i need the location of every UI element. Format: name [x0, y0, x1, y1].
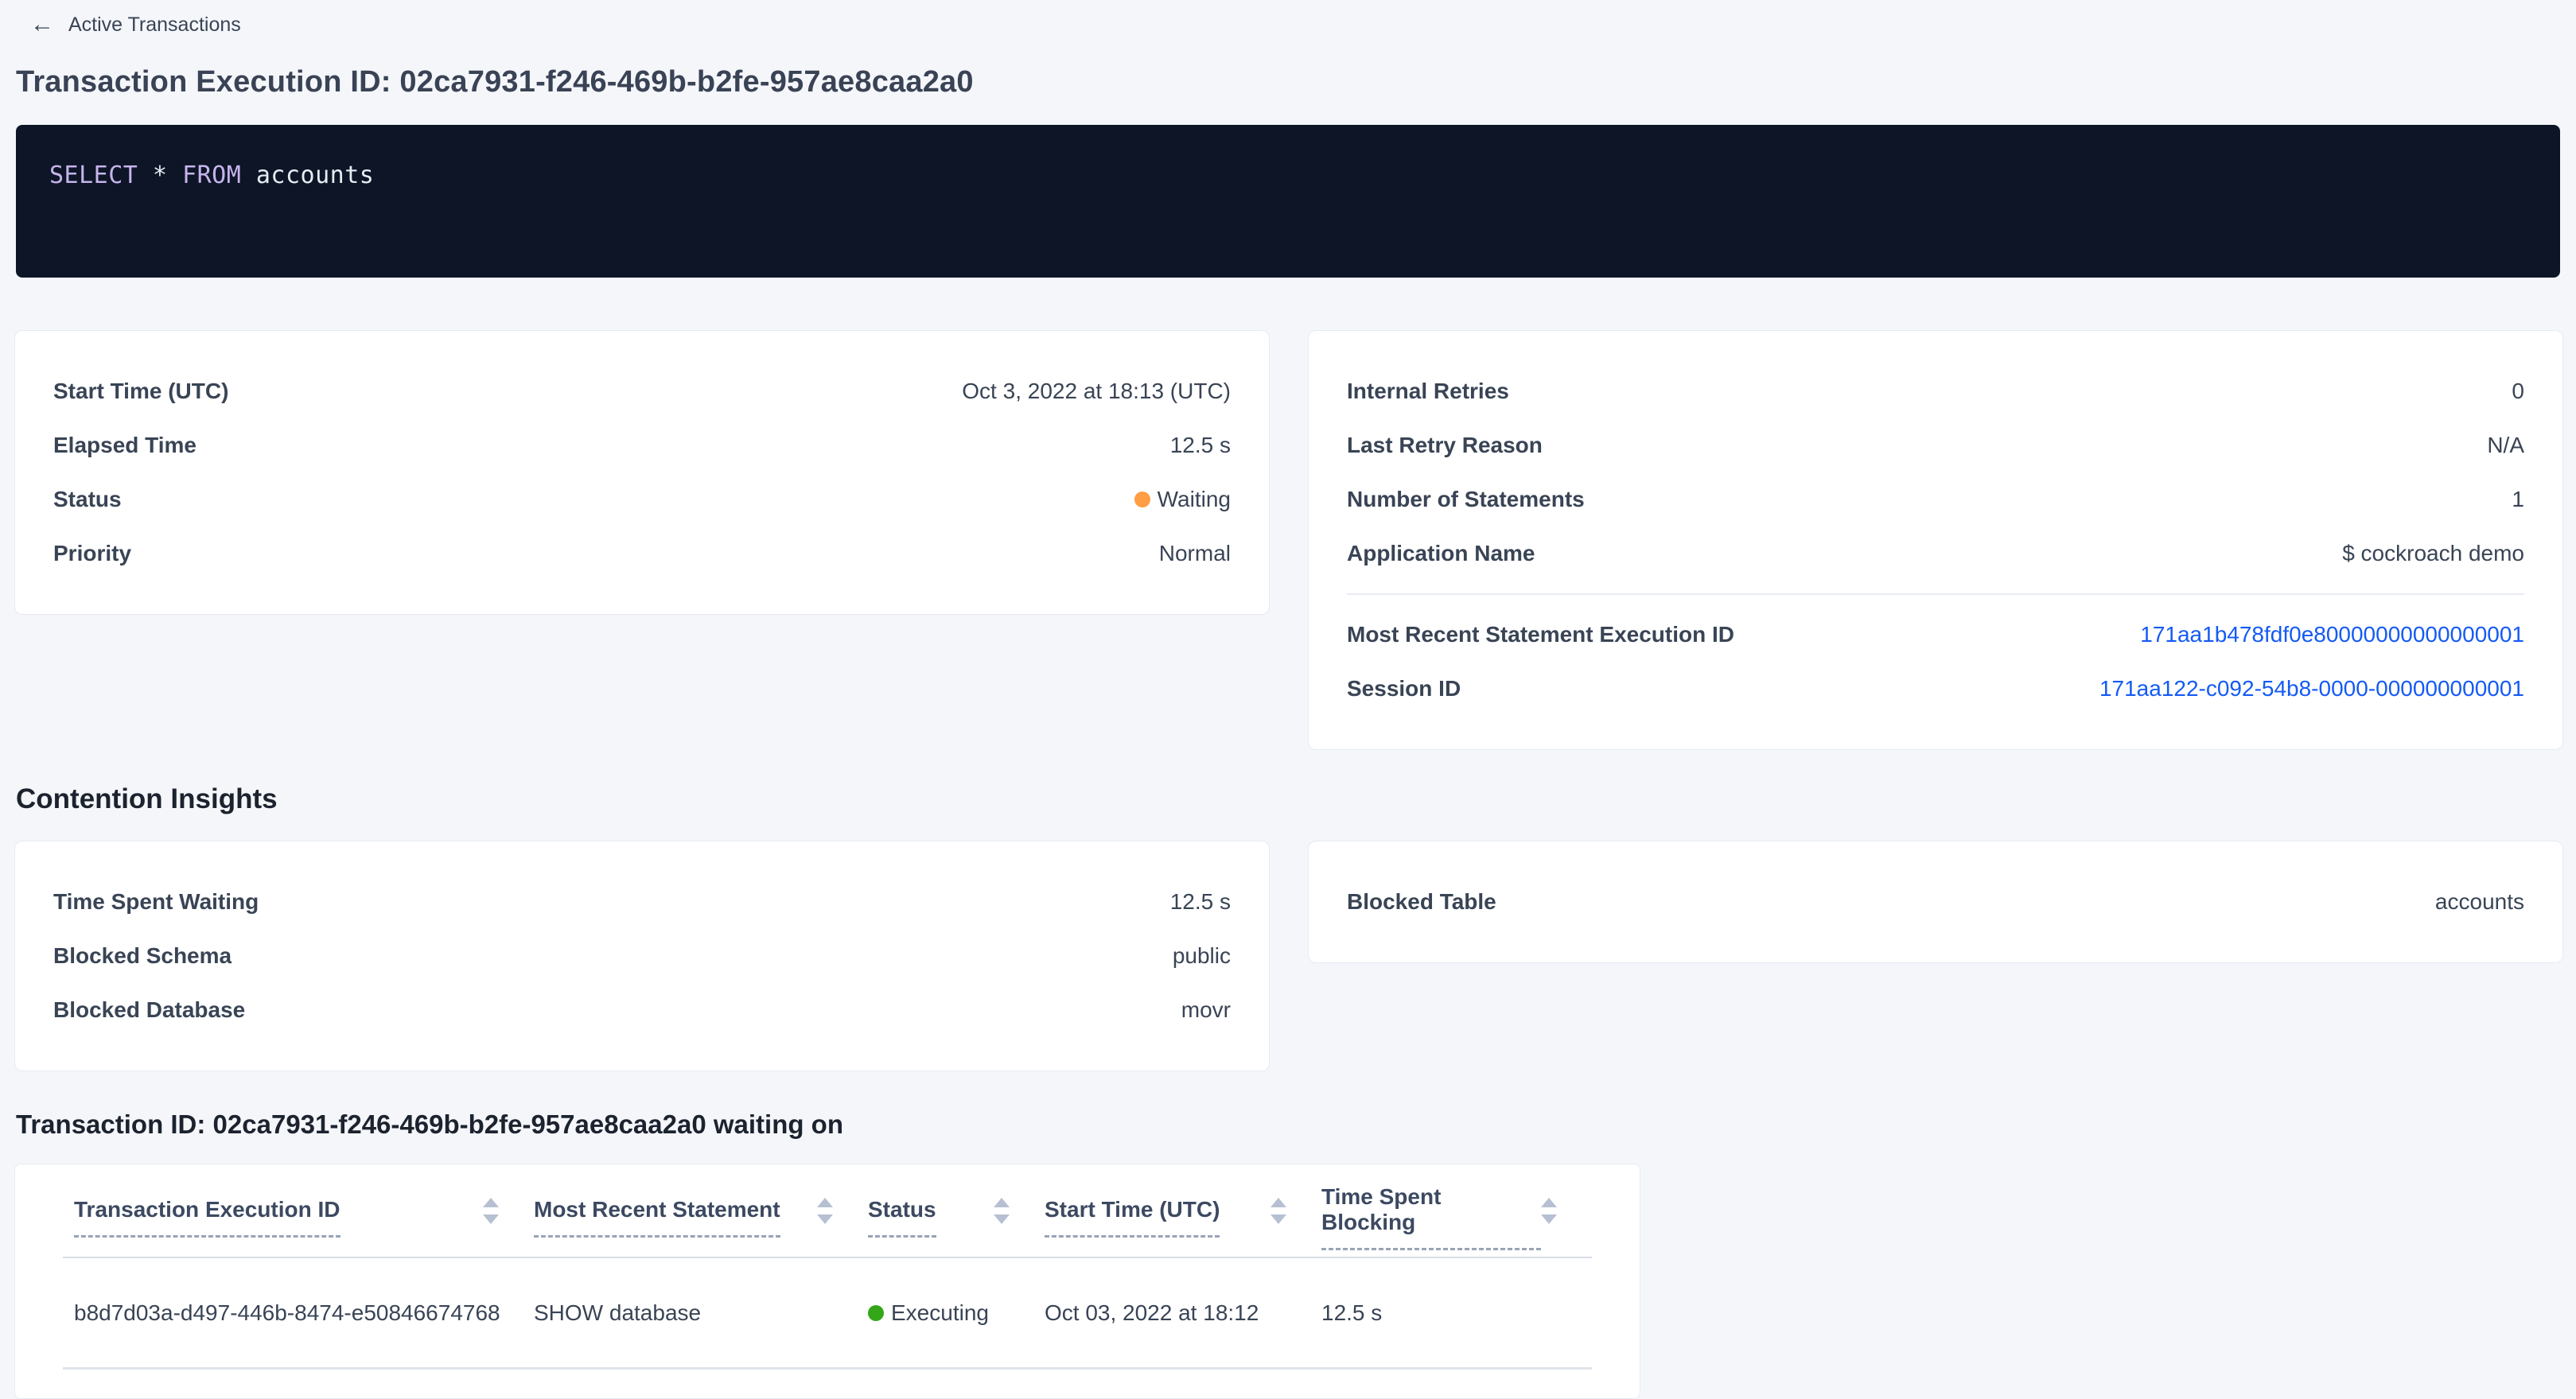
status-label: Executing [891, 1300, 989, 1325]
row-label: Priority [53, 541, 132, 565]
summary-row-statement-execution-id: Most Recent Statement Execution ID 171aa… [1347, 608, 2524, 662]
contention-row-time-spent-waiting: Time Spent Waiting 12.5 s [53, 875, 1231, 929]
row-value: 12.5 s [1169, 889, 1231, 914]
cell-time-spent-blocking: 12.5 s [1321, 1300, 1383, 1325]
column-header-label[interactable]: Start Time (UTC) [1045, 1184, 1220, 1238]
waiting-on-table-card: Transaction Execution ID Most Recent Sta… [14, 1164, 1640, 1399]
status-label: Waiting [1157, 487, 1231, 511]
sort-icon[interactable] [1270, 1197, 1286, 1224]
row-label: Last Retry Reason [1347, 433, 1543, 457]
row-label: Internal Retries [1347, 379, 1509, 403]
cell-transaction-execution-id: b8d7d03a-d497-446b-8474-e50846674768 [74, 1300, 500, 1325]
sql-text: accounts [241, 161, 375, 189]
column-header-status: Status [868, 1184, 1045, 1238]
row-value: accounts [2434, 889, 2524, 914]
session-id-link[interactable]: 171aa122-c092-54b8-0000-000000000001 [2099, 676, 2524, 701]
summary-row-last-retry-reason: Last Retry Reason N/A [1347, 418, 2524, 472]
summary-row-start-time: Start Time (UTC) Oct 3, 2022 at 18:13 (U… [53, 364, 1231, 418]
sort-icon[interactable] [994, 1197, 1010, 1224]
table-header-row: Transaction Execution ID Most Recent Sta… [63, 1164, 1592, 1258]
cell-status: Executing [868, 1300, 1045, 1326]
card-divider [1347, 593, 2524, 595]
row-label: Number of Statements [1347, 487, 1585, 511]
column-header-time-spent-blocking: Time Spent Blocking [1321, 1172, 1592, 1250]
summary-card-left: Start Time (UTC) Oct 3, 2022 at 18:13 (U… [14, 330, 1270, 615]
row-label: Session ID [1347, 676, 1461, 701]
contention-cards-row: Time Spent Waiting 12.5 s Blocked Schema… [14, 841, 2563, 1071]
transaction-details-page: ← Active Transactions Transaction Execut… [14, 13, 2563, 1399]
column-header-label[interactable]: Status [868, 1184, 936, 1238]
row-label: Elapsed Time [53, 433, 197, 457]
column-header-transaction-execution-id: Transaction Execution ID [63, 1184, 534, 1238]
contention-row-blocked-table: Blocked Table accounts [1347, 875, 2524, 929]
status-executing-dot-icon [868, 1304, 884, 1321]
contention-insights-title: Contention Insights [16, 783, 278, 814]
row-value: 12.5 s [1169, 433, 1231, 457]
row-value: Oct 3, 2022 at 18:13 (UTC) [962, 379, 1231, 403]
summary-row-elapsed-time: Elapsed Time 12.5 s [53, 418, 1231, 472]
back-link-active-transactions[interactable]: ← Active Transactions [30, 13, 241, 37]
row-label: Most Recent Statement Execution ID [1347, 622, 1734, 647]
page-title: Transaction Execution ID: 02ca7931-f246-… [16, 65, 974, 99]
summary-row-number-of-statements: Number of Statements 1 [1347, 472, 2524, 527]
row-value: public [1172, 943, 1231, 968]
sort-icon[interactable] [817, 1197, 833, 1224]
row-label: Application Name [1347, 541, 1535, 565]
row-value: $ cockroach demo [2342, 541, 2524, 565]
summary-row-priority: Priority Normal [53, 527, 1231, 581]
statement-execution-id-link[interactable]: 171aa1b478fdf0e80000000000000001 [2140, 622, 2524, 647]
summary-cards-row: Start Time (UTC) Oct 3, 2022 at 18:13 (U… [14, 330, 2563, 750]
sort-icon[interactable] [1541, 1197, 1557, 1224]
row-value: Normal [1158, 541, 1231, 565]
sql-text: * [138, 161, 183, 189]
summary-card-right: Internal Retries 0 Last Retry Reason N/A… [1308, 330, 2563, 750]
row-value: 1 [2512, 487, 2524, 511]
sql-statement-text: SELECT * FROM accounts [49, 161, 374, 189]
summary-row-application-name: Application Name $ cockroach demo [1347, 527, 2524, 581]
status-badge: Waiting [1134, 487, 1231, 512]
row-label: Start Time (UTC) [53, 379, 229, 403]
waiting-on-table: Transaction Execution ID Most Recent Sta… [63, 1164, 1592, 1370]
row-label: Blocked Schema [53, 943, 232, 968]
column-header-label[interactable]: Most Recent Statement [534, 1184, 780, 1238]
sql-keyword: FROM [182, 161, 242, 189]
sort-icon[interactable] [483, 1197, 499, 1224]
sql-statement-box: SELECT * FROM accounts [16, 125, 2560, 278]
status-badge: Executing [868, 1300, 989, 1326]
table-row: b8d7d03a-d497-446b-8474-e50846674768 SHO… [63, 1258, 1592, 1370]
contention-card-left: Time Spent Waiting 12.5 s Blocked Schema… [14, 841, 1270, 1071]
status-waiting-dot-icon [1134, 492, 1150, 507]
contention-row-blocked-schema: Blocked Schema public [53, 929, 1231, 983]
column-header-most-recent-statement: Most Recent Statement [534, 1184, 868, 1238]
row-value: 0 [2512, 379, 2524, 403]
column-header-start-time: Start Time (UTC) [1045, 1184, 1321, 1238]
row-label: Status [53, 487, 122, 511]
summary-row-session-id: Session ID 171aa122-c092-54b8-0000-00000… [1347, 662, 2524, 716]
back-link-label: Active Transactions [68, 13, 241, 36]
row-value: movr [1181, 997, 1231, 1022]
waiting-on-title: Transaction ID: 02ca7931-f246-469b-b2fe-… [16, 1109, 843, 1139]
contention-row-blocked-database: Blocked Database movr [53, 983, 1231, 1037]
sql-keyword: SELECT [49, 161, 138, 189]
summary-row-status: Status Waiting [53, 472, 1231, 527]
row-label: Blocked Table [1347, 889, 1496, 914]
back-arrow-icon: ← [30, 11, 54, 37]
column-header-label[interactable]: Transaction Execution ID [74, 1184, 340, 1238]
row-label: Time Spent Waiting [53, 889, 259, 914]
column-header-label[interactable]: Time Spent Blocking [1321, 1172, 1541, 1250]
cell-most-recent-statement: SHOW database [534, 1300, 702, 1325]
cell-start-time: Oct 03, 2022 at 18:12 [1045, 1300, 1259, 1325]
row-value: N/A [2487, 433, 2524, 457]
row-label: Blocked Database [53, 997, 246, 1022]
summary-row-internal-retries: Internal Retries 0 [1347, 364, 2524, 418]
contention-card-right: Blocked Table accounts [1308, 841, 2563, 963]
